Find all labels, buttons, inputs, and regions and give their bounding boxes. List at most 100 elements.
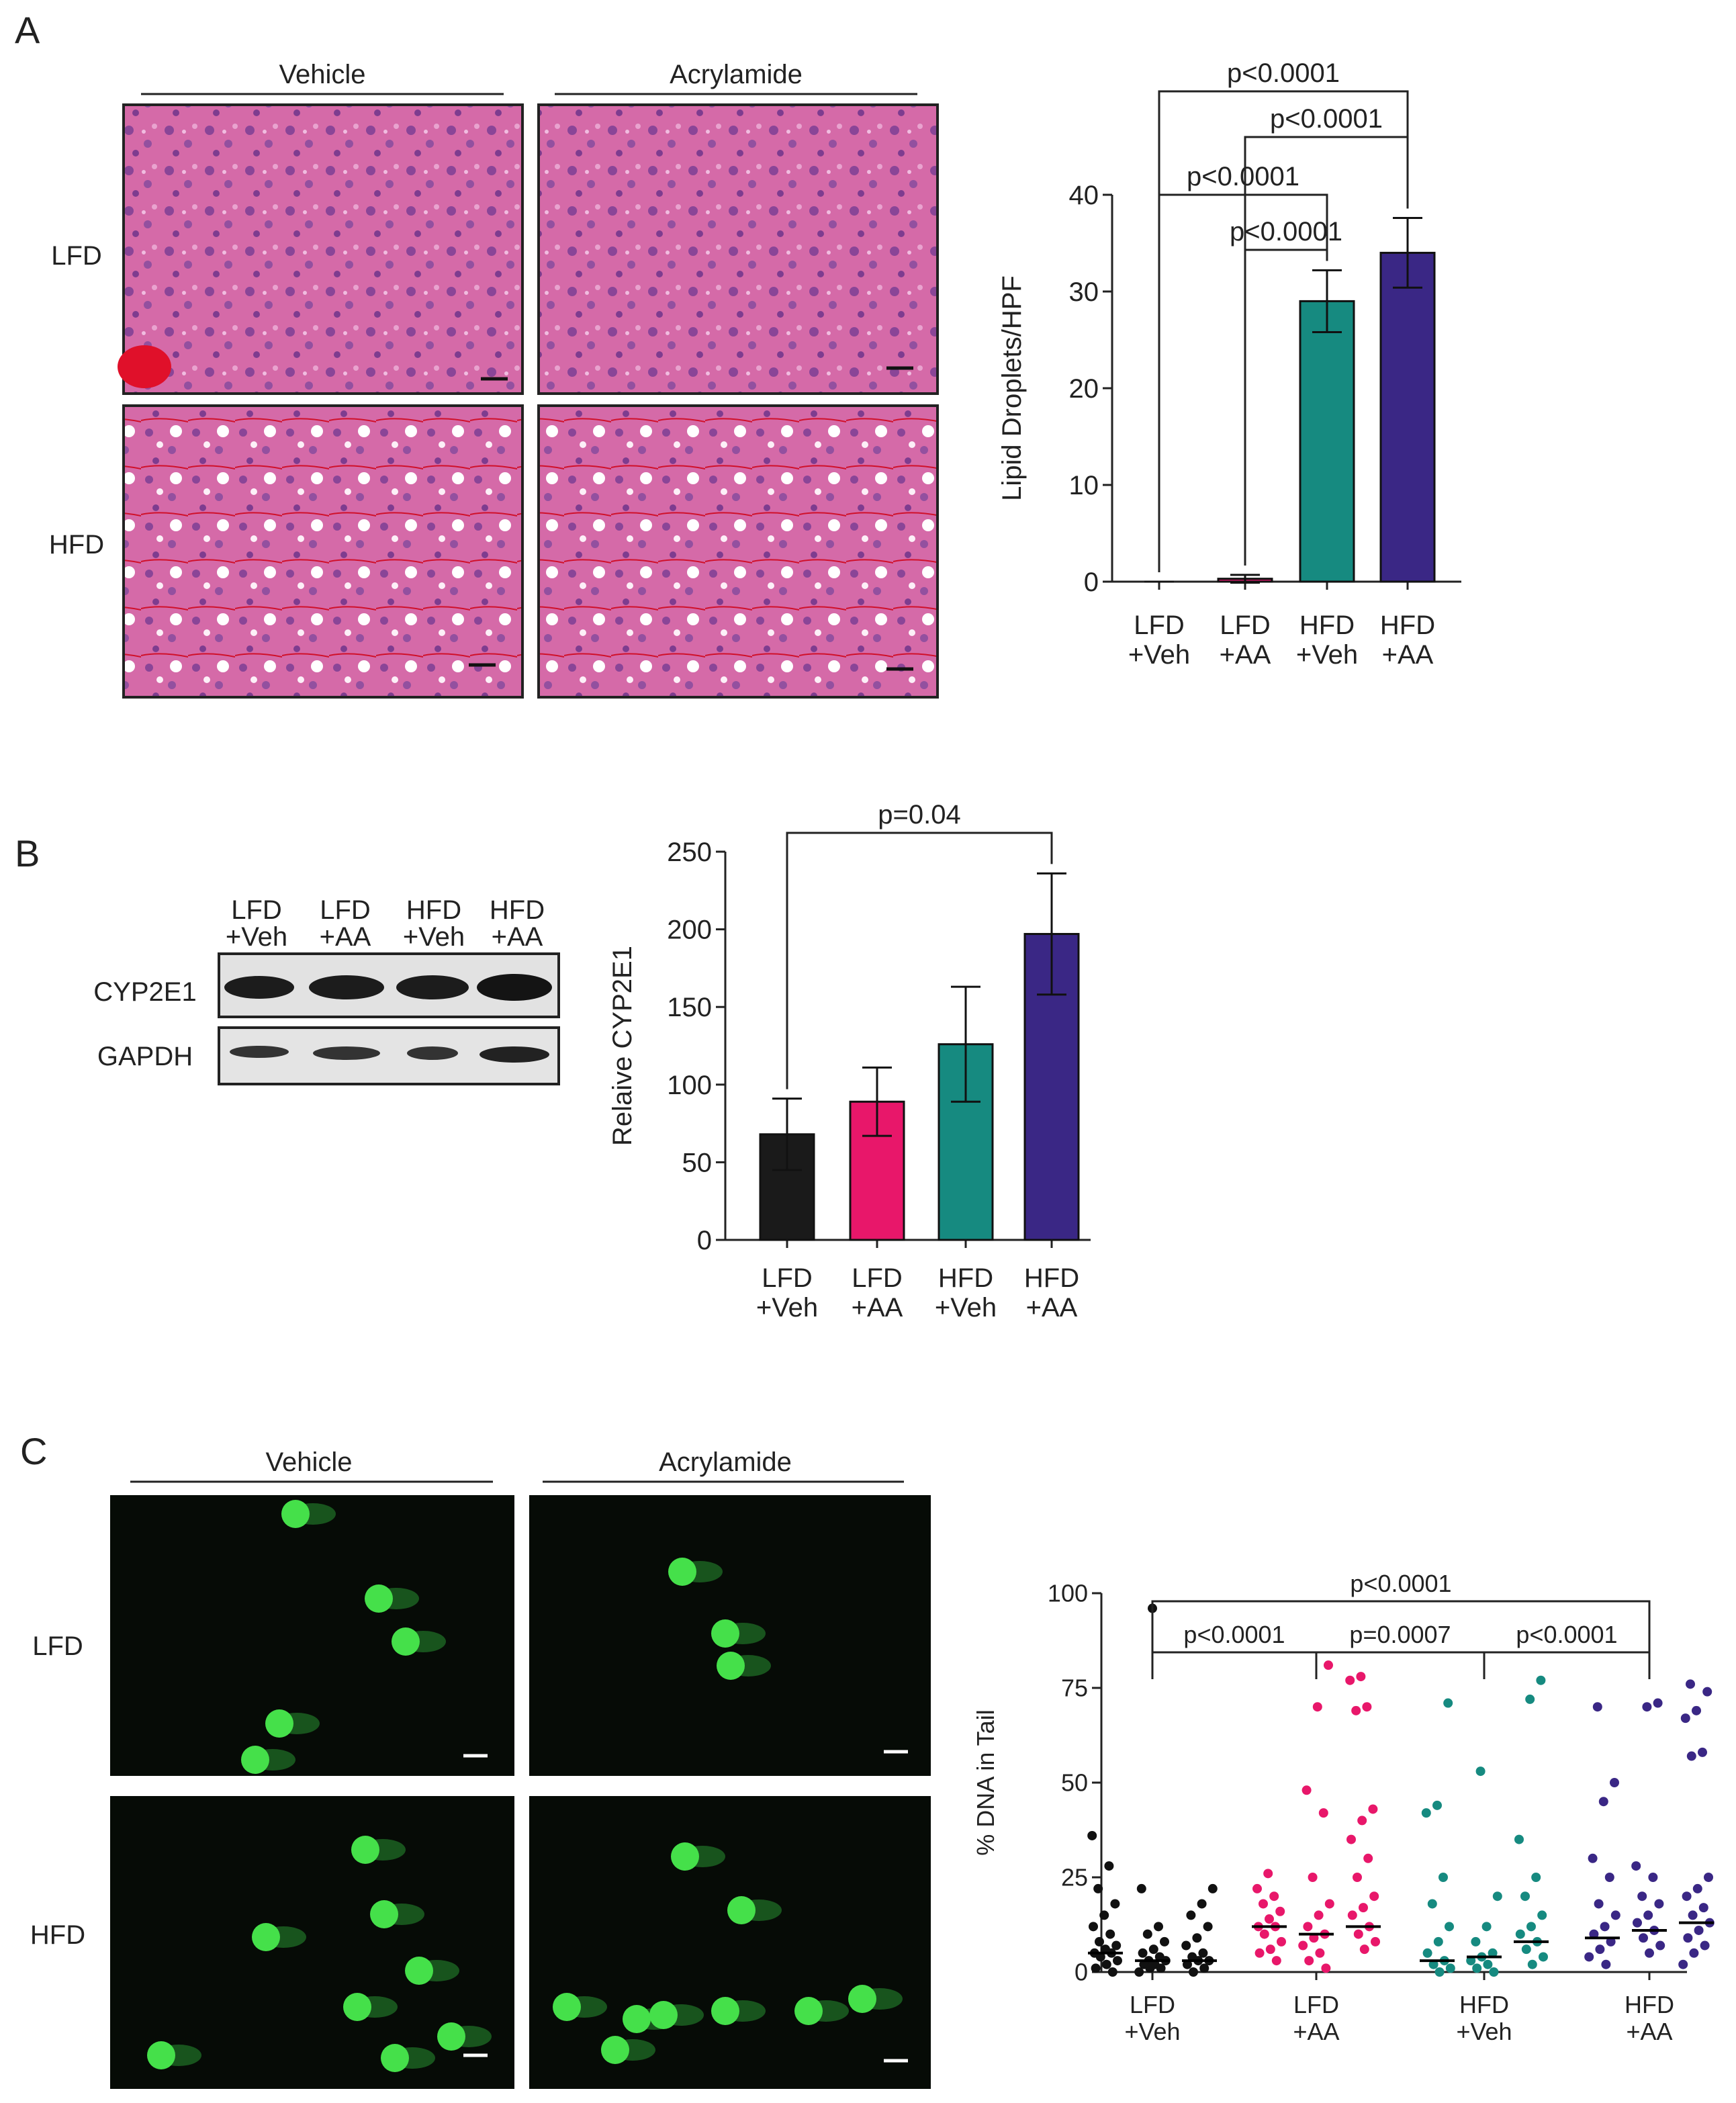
data-point <box>1199 1963 1209 1973</box>
x-tick-label: +Veh <box>935 1293 997 1323</box>
data-point <box>1520 1891 1530 1901</box>
data-point <box>1645 1948 1654 1958</box>
data-point <box>1087 1830 1097 1840</box>
data-point <box>1369 1891 1379 1901</box>
x-tick-label: HFD <box>1380 611 1435 640</box>
data-point <box>1183 1959 1192 1969</box>
comet-head <box>711 1619 739 1648</box>
micrograph <box>537 404 939 699</box>
data-point <box>1347 1910 1357 1920</box>
data-point <box>1422 1948 1432 1958</box>
data-point <box>1357 1816 1367 1826</box>
blot-label: CYP2E1 <box>93 977 196 1007</box>
data-point <box>1653 1698 1663 1708</box>
x-tick-label: +AA <box>1220 640 1271 670</box>
x-tick-label: +Veh <box>1124 2018 1180 2045</box>
comet-head <box>668 1558 696 1586</box>
bar <box>1299 300 1355 583</box>
data-point <box>1142 1929 1152 1939</box>
y-tick-label: 50 <box>1061 1769 1088 1797</box>
comet-head <box>437 2022 465 2051</box>
comparison-bracket <box>1244 249 1328 566</box>
data-point <box>1598 1797 1608 1807</box>
data-point <box>1203 1922 1213 1932</box>
data-point <box>1648 1873 1658 1882</box>
comet-head <box>405 1957 433 1985</box>
lane-label: HFD <box>406 895 461 925</box>
data-point <box>1362 1702 1372 1712</box>
comparison-bracket <box>1158 193 1328 572</box>
data-point <box>1688 1910 1698 1920</box>
comet-head <box>848 1985 876 2013</box>
data-point <box>1537 1910 1547 1920</box>
data-point <box>1134 1967 1144 1977</box>
error-bar <box>951 985 980 1103</box>
data-point <box>1539 1952 1548 1962</box>
x-tick-label: LFD <box>1220 611 1271 640</box>
comparison-bracket <box>1151 1651 1318 1679</box>
x-tick-label: HFD <box>938 1263 993 1293</box>
data-point <box>1466 1956 1476 1966</box>
data-point <box>1095 1952 1105 1962</box>
row-label: HFD <box>49 530 104 560</box>
row-label: HFD <box>30 1920 85 1950</box>
data-point <box>1186 1910 1196 1920</box>
data-point <box>1156 1963 1166 1973</box>
data-point <box>1683 1933 1693 1943</box>
data-point <box>1263 1869 1273 1879</box>
data-point <box>1145 1963 1155 1973</box>
data-point <box>1433 1936 1443 1947</box>
comet-image <box>110 1495 514 1776</box>
data-point <box>1312 1702 1322 1712</box>
data-point <box>1160 1936 1169 1947</box>
panel-label: C <box>20 1430 47 1472</box>
data-point <box>1631 1861 1641 1871</box>
data-point <box>1110 1899 1120 1909</box>
x-tick-label: +AA <box>1293 2018 1339 2045</box>
y-tick-label: 250 <box>667 838 712 867</box>
data-point <box>1359 1944 1369 1955</box>
comet-head <box>381 2044 409 2072</box>
error-bar <box>1393 217 1422 289</box>
data-point <box>1633 1918 1642 1928</box>
data-point <box>1536 1675 1546 1685</box>
row-label: LFD <box>51 241 102 271</box>
data-point <box>1526 1922 1536 1932</box>
x-tick-label: HFD <box>1459 1991 1509 2018</box>
x-tick-label: +AA <box>1026 1293 1078 1323</box>
y-tick-label: 0 <box>697 1226 712 1255</box>
comet-head <box>241 1746 269 1774</box>
y-axis-label: Relaive CYP2E1 <box>608 946 637 1146</box>
data-point <box>1259 1929 1269 1939</box>
data-point <box>1254 1948 1265 1958</box>
comet-head <box>711 1997 739 2025</box>
data-point <box>1275 1906 1285 1916</box>
data-point <box>1207 1883 1218 1893</box>
comet-head <box>553 1993 581 2021</box>
error-bar <box>862 1066 892 1137</box>
y-tick-label: 0 <box>1084 568 1099 597</box>
data-point <box>1655 1940 1665 1951</box>
data-point <box>1189 1967 1198 1977</box>
data-point <box>1694 1925 1704 1935</box>
data-point <box>1686 1751 1696 1761</box>
band <box>479 1046 549 1063</box>
y-tick-label: 200 <box>667 915 712 945</box>
data-point <box>1475 1766 1486 1777</box>
data-point <box>1637 1891 1647 1901</box>
comparison-label: p<0.0001 <box>1230 217 1342 247</box>
data-point <box>1428 1959 1438 1969</box>
comet-head <box>265 1709 293 1738</box>
x-tick-label: LFD <box>1130 1991 1175 2018</box>
data-point <box>1093 1883 1103 1893</box>
data-point <box>1527 1959 1537 1969</box>
data-point <box>1269 1891 1279 1901</box>
comparison-label: p=0.0007 <box>1349 1621 1451 1648</box>
lane-label: +Veh <box>403 922 465 952</box>
comet-head <box>252 1923 280 1951</box>
data-point <box>1197 1899 1207 1909</box>
comparison-bracket <box>1151 1600 1651 1679</box>
comet-head <box>281 1500 310 1528</box>
